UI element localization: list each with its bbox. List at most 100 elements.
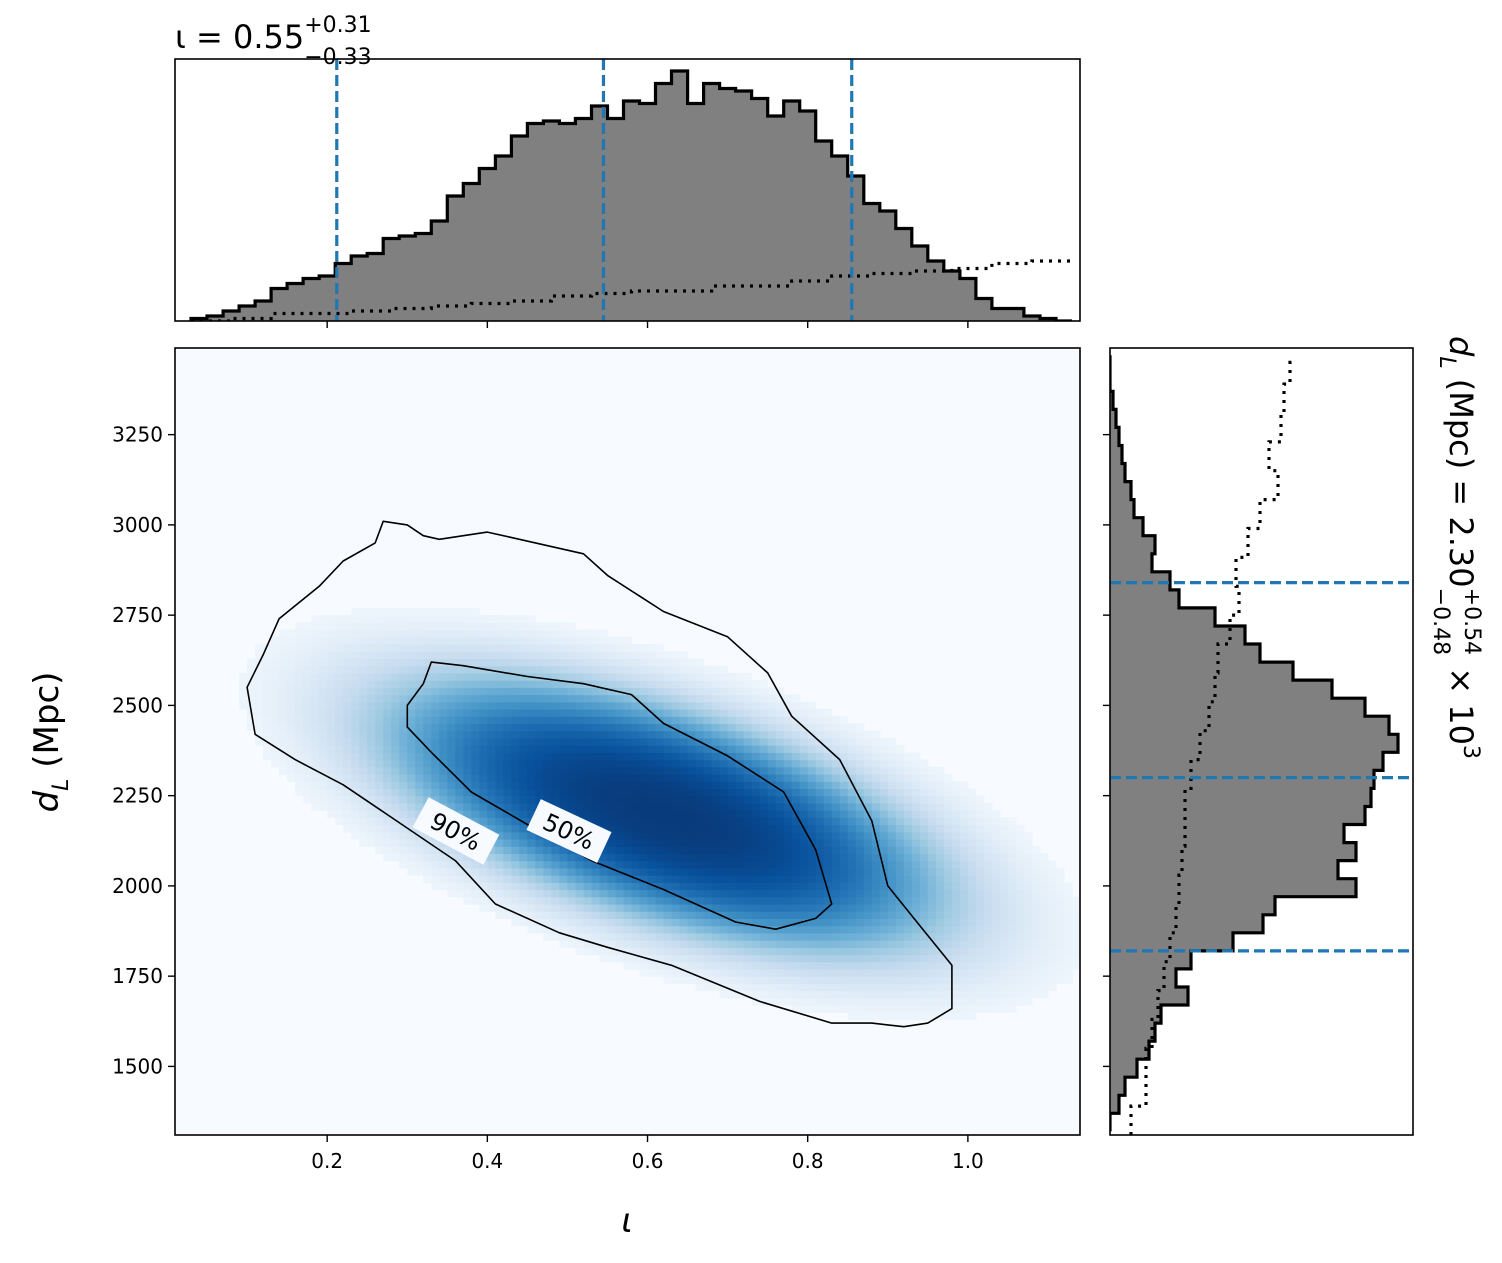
density-cell: [431, 795, 440, 804]
density-cell: [855, 773, 865, 782]
density-cell: [671, 687, 681, 696]
density-cell: [687, 810, 697, 818]
density-cell: [759, 846, 769, 855]
density-cell: [791, 766, 801, 775]
density-cell: [871, 795, 881, 804]
density-cell: [919, 954, 929, 963]
density-cell: [919, 925, 929, 934]
density-cell: [519, 875, 528, 883]
density-cell: [655, 723, 665, 732]
density-cell: [351, 766, 360, 775]
density-cell: [423, 644, 432, 652]
density-cell: [647, 954, 657, 963]
density-cell: [599, 752, 609, 761]
density-cell: [255, 716, 264, 725]
density-cell: [815, 716, 825, 725]
density-cell: [759, 932, 769, 941]
density-cell: [823, 947, 833, 956]
density-cell: [1055, 903, 1065, 912]
density-cell: [703, 795, 713, 804]
density-cell: [367, 824, 376, 833]
density-cell: [303, 745, 312, 753]
density-cell: [751, 968, 761, 977]
density-cell: [391, 817, 400, 826]
density-cell: [647, 759, 657, 768]
density-cell: [471, 651, 480, 660]
density-cell: [791, 701, 801, 710]
density-cell: [687, 954, 697, 963]
density-cell: [839, 824, 849, 833]
density-cell: [719, 940, 729, 948]
density-cell: [639, 918, 649, 927]
density-cell: [383, 781, 392, 790]
density-cell: [367, 694, 376, 703]
density-cell: [775, 810, 785, 818]
density-cell: [407, 658, 416, 667]
density-cell: [975, 911, 985, 919]
density-cell: [391, 788, 400, 797]
density-cell: [671, 925, 681, 934]
density-cell: [615, 853, 625, 862]
density-cell: [335, 658, 344, 667]
density-cell: [1015, 831, 1025, 840]
iota-summary-title: ι = 0.55+0.31 −0.33: [175, 13, 372, 70]
density-cell: [839, 737, 849, 746]
density-cell: [487, 788, 496, 797]
density-cell: [655, 911, 665, 919]
density-cell: [303, 680, 312, 688]
density-cell: [887, 983, 897, 992]
density-cell: [807, 846, 817, 855]
density-cell: [527, 795, 536, 804]
density-cell: [615, 918, 625, 927]
density-cell: [543, 665, 553, 674]
density-cell: [335, 781, 344, 790]
density-cell: [399, 831, 408, 840]
density-cell: [735, 795, 745, 804]
density-cell: [823, 853, 833, 862]
density-cell: [399, 759, 408, 768]
density-cell: [799, 911, 809, 919]
density-cell: [935, 853, 945, 862]
density-cell: [895, 889, 905, 898]
density-cell: [367, 831, 376, 840]
density-cell: [743, 766, 753, 775]
density-cell: [759, 889, 769, 898]
density-cell: [519, 680, 528, 688]
density-cell: [1023, 896, 1033, 905]
density-cell: [743, 672, 753, 681]
density-cell: [511, 716, 520, 725]
density-cell: [959, 875, 969, 883]
density-cell: [743, 846, 753, 855]
density-cell: [711, 795, 721, 804]
density-cell: [951, 940, 961, 948]
density-cell: [791, 968, 801, 977]
density-cell: [799, 903, 809, 912]
density-cell: [799, 896, 809, 905]
density-cell: [663, 810, 673, 818]
density-cell: [551, 658, 561, 667]
density-cell: [999, 860, 1009, 869]
density-cell: [775, 932, 785, 941]
density-cell: [831, 961, 841, 970]
density-cell: [495, 802, 504, 811]
density-cell: [743, 730, 753, 739]
density-cell: [767, 752, 777, 761]
density-cell: [263, 644, 272, 652]
density-cell: [535, 766, 545, 775]
density-cell: [1047, 940, 1057, 948]
density-cell: [711, 846, 721, 855]
density-cell: [463, 781, 472, 790]
density-cell: [431, 860, 440, 869]
density-cell: [399, 788, 408, 797]
density-cell: [855, 817, 865, 826]
density-cell: [487, 752, 496, 761]
density-cell: [927, 875, 937, 883]
density-cell: [447, 889, 456, 898]
density-cell: [471, 615, 480, 623]
density-cell: [703, 867, 713, 876]
density-cell: [583, 932, 593, 941]
density-cell: [335, 672, 344, 681]
density-cell: [719, 730, 729, 739]
density-cell: [447, 622, 456, 631]
density-cell: [391, 723, 400, 732]
